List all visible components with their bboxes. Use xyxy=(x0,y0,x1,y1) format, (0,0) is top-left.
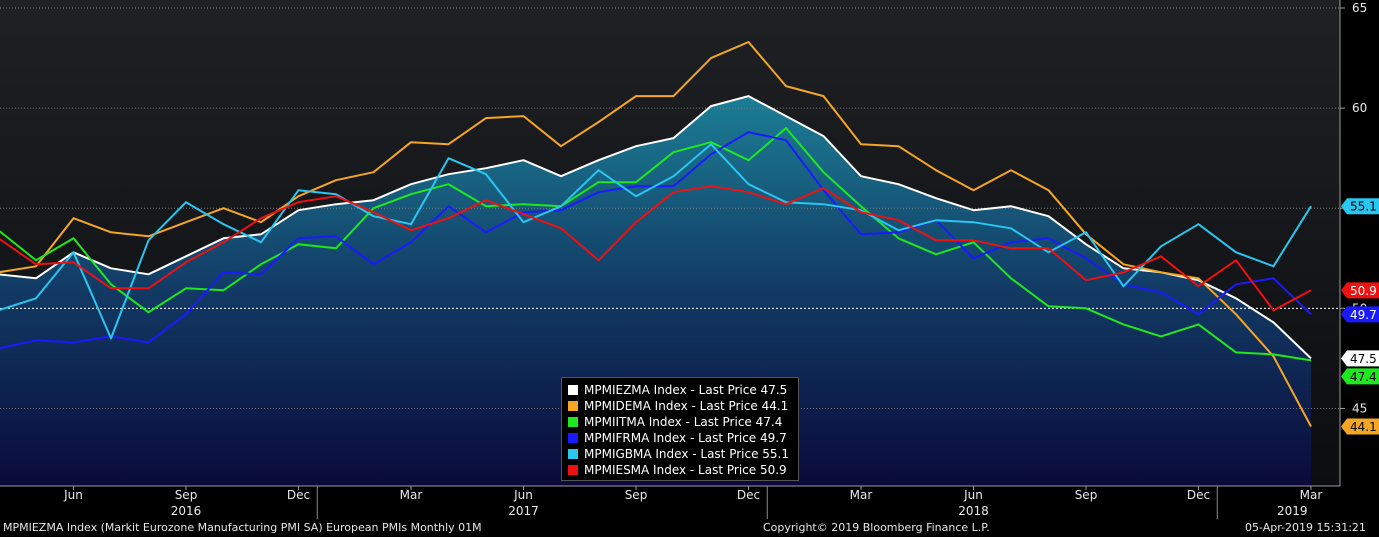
x-tick-label: Sep xyxy=(175,488,198,502)
y-tick-label: 60 xyxy=(1352,101,1367,115)
x-tick-label: Sep xyxy=(1075,488,1098,502)
y-tick-label: 65 xyxy=(1352,1,1367,15)
legend-label: MPMIDEMA Index - Last Price 44.1 xyxy=(584,399,789,413)
last-value-label: 47.5 xyxy=(1350,352,1377,366)
last-value-label: 55.1 xyxy=(1350,200,1377,214)
last-value-badge xyxy=(1341,306,1379,323)
legend-entry: MPMIESMA Index - Last Price 50.9 xyxy=(568,462,792,478)
y-tick-label: 45 xyxy=(1352,401,1367,415)
last-value-label: 44.1 xyxy=(1350,420,1377,434)
legend-label: MPMIGBMA Index - Last Price 55.1 xyxy=(584,447,790,461)
last-value-label: 50.9 xyxy=(1350,284,1377,298)
footer-security-description: MPMIEZMA Index (Markit Eurozone Manufact… xyxy=(3,521,482,534)
legend-label: MPMIESMA Index - Last Price 50.9 xyxy=(584,463,787,477)
legend-swatch xyxy=(568,401,578,411)
series-line-mpmiezma xyxy=(0,95,1312,360)
series-line-mpmiitma xyxy=(0,127,1312,362)
series-line-mpmigbma xyxy=(0,143,1312,340)
last-value-badge xyxy=(1341,198,1379,215)
x-tick-label: Mar xyxy=(850,488,873,502)
year-label: 2017 xyxy=(508,504,539,518)
legend-swatch xyxy=(568,465,578,475)
legend-swatch xyxy=(568,417,578,427)
legend-entry: MPMIITMA Index - Last Price 47.4 xyxy=(568,414,792,430)
legend-entry: MPMIGBMA Index - Last Price 55.1 xyxy=(568,446,792,462)
last-value-label: 47.4 xyxy=(1350,370,1377,384)
footer-copyright: Copyright© 2019 Bloomberg Finance L.P. xyxy=(763,521,990,534)
x-tick-label: Mar xyxy=(400,488,423,502)
last-value-badge xyxy=(1341,282,1379,299)
series-line-mpmiesma xyxy=(0,185,1312,312)
legend-label: MPMIEZMA Index - Last Price 47.5 xyxy=(584,383,788,397)
x-axis-band xyxy=(0,486,1379,519)
footer-timestamp: 05-Apr-2019 15:31:21 xyxy=(1245,521,1366,534)
chart-legend: MPMIEZMA Index - Last Price 47.5 MPMIDEMA… xyxy=(561,377,799,481)
legend-label: MPMIFRMA Index - Last Price 49.7 xyxy=(584,431,787,445)
legend-entry: MPMIDEMA Index - Last Price 44.1 xyxy=(568,398,792,414)
year-label: 2018 xyxy=(958,504,989,518)
last-value-badge xyxy=(1341,350,1379,367)
series-line-mpmidema xyxy=(0,41,1312,427)
legend-entry: MPMIFRMA Index - Last Price 49.7 xyxy=(568,430,792,446)
legend-entry: MPMIEZMA Index - Last Price 47.5 xyxy=(568,382,792,398)
year-label: 2016 xyxy=(171,504,202,518)
x-tick-label: Jun xyxy=(63,488,83,502)
legend-swatch xyxy=(568,433,578,443)
chart-footer: MPMIEZMA Index (Markit Eurozone Manufact… xyxy=(0,519,1379,537)
y-axis-band xyxy=(1341,0,1379,486)
x-tick-label: Jun xyxy=(963,488,983,502)
legend-label: MPMIITMA Index - Last Price 47.4 xyxy=(584,415,783,429)
legend-swatch xyxy=(568,449,578,459)
last-value-badge xyxy=(1341,368,1379,385)
year-label: 2019 xyxy=(1277,504,1308,518)
last-value-label: 49.7 xyxy=(1350,308,1377,322)
area-fill-mpmiezma xyxy=(0,96,1311,486)
x-tick-label: Jun xyxy=(513,488,533,502)
x-tick-label: Mar xyxy=(1300,488,1323,502)
x-tick-label: Dec xyxy=(1187,488,1210,502)
legend-swatch xyxy=(568,385,578,395)
x-tick-label: Dec xyxy=(287,488,310,502)
last-value-badge xyxy=(1341,418,1379,435)
x-tick-label: Sep xyxy=(625,488,648,502)
x-tick-label: Dec xyxy=(737,488,760,502)
